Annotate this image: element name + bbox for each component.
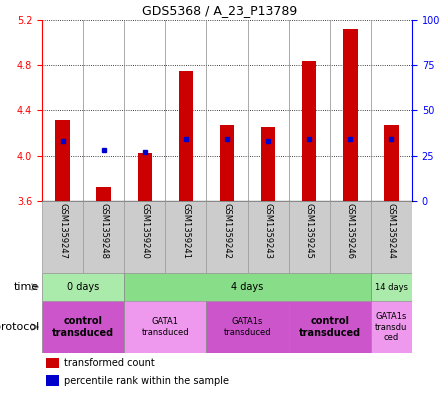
Text: 14 days: 14 days (375, 283, 408, 292)
Bar (124, 301, 206, 353)
Bar (124, 201, 165, 273)
Bar (46, 358, 59, 368)
Text: control
transduced: control transduced (299, 316, 361, 338)
Text: percentile rank within the sample: percentile rank within the sample (64, 376, 229, 386)
Bar (302, 61, 316, 201)
Bar (289, 201, 330, 273)
Bar (371, 201, 412, 273)
Text: 0 days: 0 days (67, 282, 99, 292)
Text: GDS5368 / A_23_P13789: GDS5368 / A_23_P13789 (143, 4, 297, 17)
Text: GATA1s
transdu
ced: GATA1s transdu ced (375, 312, 407, 342)
Text: protocol: protocol (0, 322, 39, 332)
Text: time: time (14, 282, 39, 292)
Text: GATA1
transduced: GATA1 transduced (142, 317, 189, 337)
Bar (46, 375, 59, 386)
Bar (206, 301, 289, 353)
Text: control
transduced: control transduced (52, 316, 114, 338)
Text: GSM1359247: GSM1359247 (58, 203, 67, 259)
Bar (96, 187, 111, 201)
Bar (248, 201, 289, 273)
Text: GSM1359248: GSM1359248 (99, 203, 108, 259)
Text: 4 days: 4 days (231, 282, 264, 292)
Text: GSM1359242: GSM1359242 (223, 203, 231, 259)
Bar (42, 201, 83, 273)
Bar (384, 125, 399, 201)
Bar (220, 125, 234, 201)
Bar (330, 201, 371, 273)
Bar (83, 201, 124, 273)
Text: GATA1s
transduced: GATA1s transduced (224, 317, 271, 337)
Bar (55, 119, 70, 201)
Bar (261, 127, 275, 201)
Bar (124, 273, 371, 301)
Bar (42, 301, 124, 353)
Text: transformed count: transformed count (64, 358, 155, 368)
Text: GSM1359243: GSM1359243 (264, 203, 273, 259)
Bar (289, 301, 371, 353)
Bar (179, 71, 193, 201)
Bar (206, 201, 248, 273)
Bar (165, 201, 206, 273)
Bar (371, 273, 412, 301)
Text: GSM1359244: GSM1359244 (387, 203, 396, 259)
Text: GSM1359245: GSM1359245 (305, 203, 314, 259)
Text: GSM1359241: GSM1359241 (181, 203, 191, 259)
Bar (343, 29, 358, 201)
Bar (42, 273, 124, 301)
Text: GSM1359240: GSM1359240 (140, 203, 149, 259)
Text: GSM1359246: GSM1359246 (346, 203, 355, 259)
Bar (371, 301, 412, 353)
Bar (138, 154, 152, 201)
